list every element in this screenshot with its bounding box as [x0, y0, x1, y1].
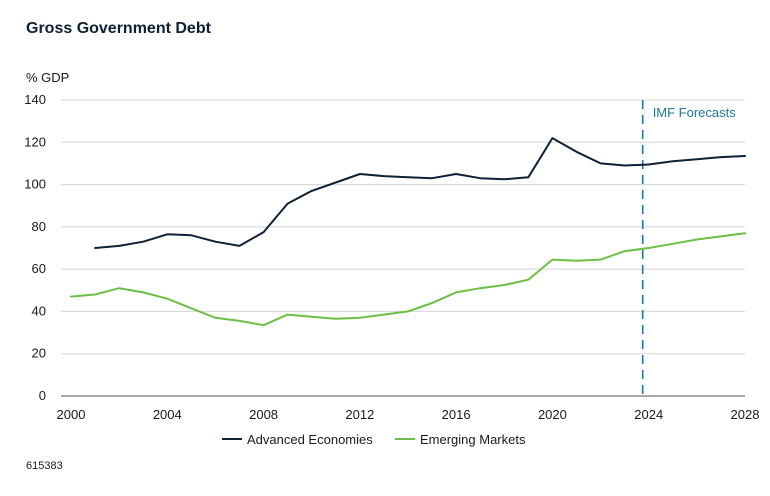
gridlines — [61, 99, 745, 397]
forecast-annotation: IMF Forecasts — [641, 100, 737, 396]
y-axis-label: % GDP — [26, 70, 70, 85]
x-tick-label: 2004 — [153, 407, 182, 422]
series-lines — [70, 137, 746, 327]
forecast-label: IMF Forecasts — [653, 105, 737, 120]
x-tick-label: 2012 — [345, 407, 374, 422]
x-tick-label: 2016 — [442, 407, 471, 422]
y-tick-label: 140 — [24, 92, 46, 107]
series-line-advanced-economies — [94, 137, 746, 249]
y-tick-label: 0 — [39, 388, 46, 403]
footnote: 615383 — [26, 460, 63, 472]
y-tick-label: 120 — [24, 134, 46, 149]
x-tick-label: 2008 — [249, 407, 278, 422]
x-tick-label: 2000 — [57, 407, 86, 422]
x-tick-label: 2020 — [538, 407, 567, 422]
y-tick-label: 60 — [32, 261, 46, 276]
legend: Advanced Economies Emerging Markets — [222, 432, 526, 447]
chart-title: Gross Government Debt — [26, 20, 211, 37]
legend-label: Emerging Markets — [420, 432, 526, 447]
x-tick-labels: 2000 2004 2008 2012 2016 2020 2024 2028 — [57, 407, 760, 422]
y-tick-label: 20 — [32, 346, 46, 361]
y-tick-label: 40 — [32, 303, 46, 318]
x-tick-label: 2024 — [634, 407, 663, 422]
x-tick-label: 2028 — [731, 407, 760, 422]
y-tick-label: 100 — [24, 177, 46, 192]
series-line-emerging-markets — [70, 232, 746, 327]
legend-label: Advanced Economies — [247, 432, 373, 447]
y-tick-label: 80 — [32, 219, 46, 234]
y-tick-labels: 0 20 40 60 80 100 120 140 — [24, 92, 46, 403]
